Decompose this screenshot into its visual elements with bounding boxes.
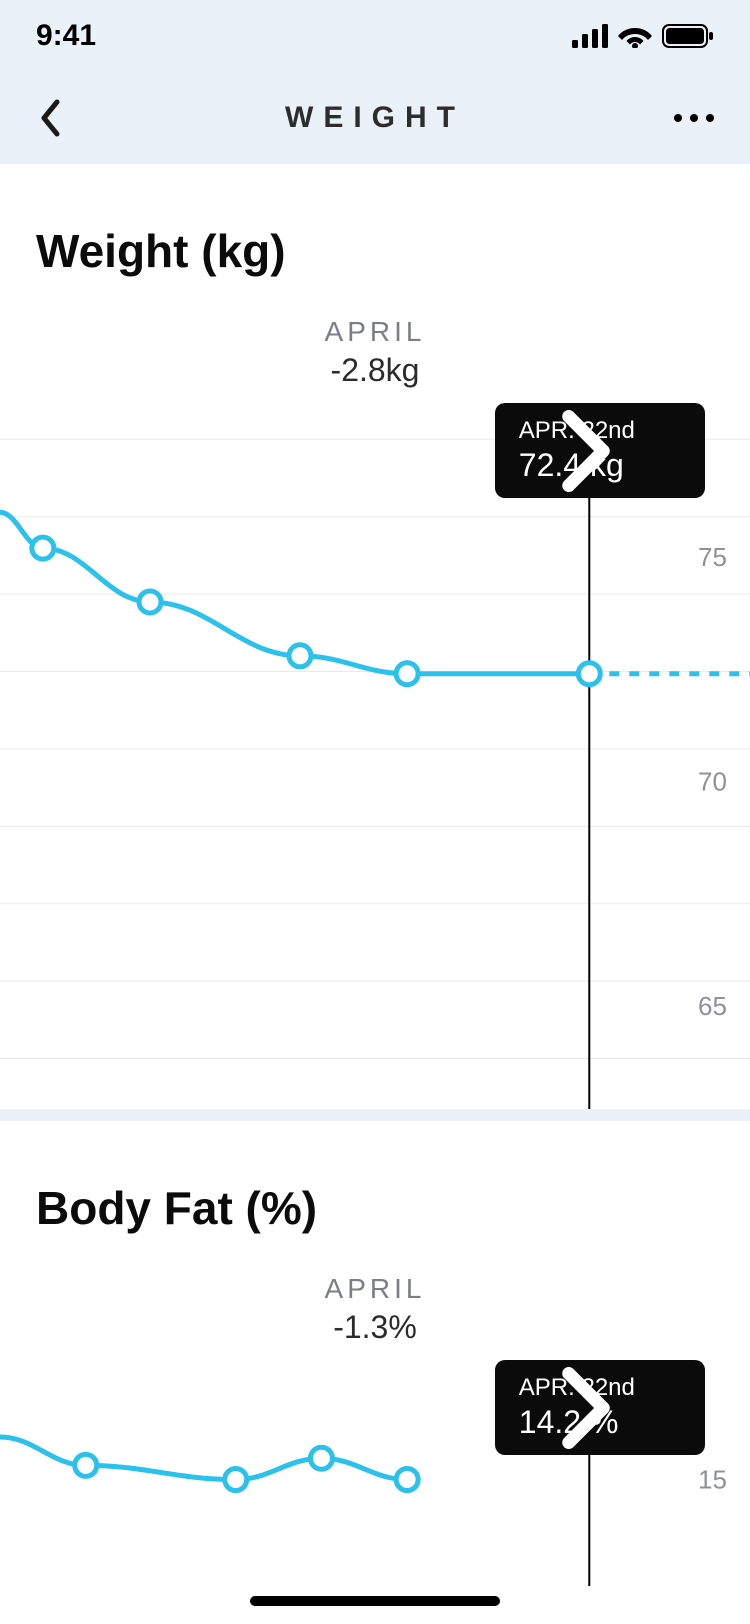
status-time: 9:41: [36, 19, 96, 53]
svg-text:15: 15: [698, 1465, 727, 1495]
svg-text:65: 65: [698, 991, 727, 1021]
status-right: [572, 24, 714, 48]
chevron-left-icon: [39, 99, 61, 137]
bodyfat-summary-month: APRIL: [0, 1273, 750, 1305]
weight-summary: APRIL -2.8kg: [0, 298, 750, 389]
wifi-icon: [618, 24, 652, 48]
home-indicator[interactable]: [250, 1596, 500, 1606]
svg-text:75: 75: [698, 542, 727, 572]
dots-icon: [674, 114, 682, 122]
bodyfat-chart[interactable]: 15 APR. 22nd 14.2 %: [0, 1366, 750, 1586]
weight-title: Weight (kg): [0, 164, 750, 298]
chevron-right-icon: [481, 1360, 691, 1455]
bodyfat-summary-delta: -1.3%: [0, 1309, 750, 1346]
weight-tooltip[interactable]: APR. 22nd 72.4 kg: [495, 403, 705, 498]
nav-bar: WEIGHT: [0, 72, 750, 164]
page-title: WEIGHT: [285, 101, 465, 135]
status-bar: 9:41: [0, 0, 750, 72]
bodyfat-summary: APRIL -1.3%: [0, 1255, 750, 1346]
svg-text:70: 70: [698, 766, 727, 796]
weight-chart[interactable]: 757065 APR. 22nd 72.4 kg: [0, 409, 750, 1109]
bodyfat-section: Body Fat (%) APRIL -1.3% 15 APR. 22nd 14…: [0, 1109, 750, 1586]
bodyfat-title: Body Fat (%): [0, 1121, 750, 1255]
cell-signal-icon: [572, 24, 608, 48]
weight-summary-delta: -2.8kg: [0, 352, 750, 389]
chevron-right-icon: [481, 403, 691, 498]
weight-section: Weight (kg) APRIL -2.8kg 75 70 65 APR. 22n…: [0, 164, 750, 1109]
header-band: 9:41: [0, 0, 750, 164]
bodyfat-tooltip[interactable]: APR. 22nd 14.2 %: [495, 1360, 705, 1455]
battery-icon: [662, 24, 714, 48]
back-button[interactable]: [28, 96, 72, 140]
more-button[interactable]: [674, 114, 714, 122]
weight-summary-month: APRIL: [0, 316, 750, 348]
